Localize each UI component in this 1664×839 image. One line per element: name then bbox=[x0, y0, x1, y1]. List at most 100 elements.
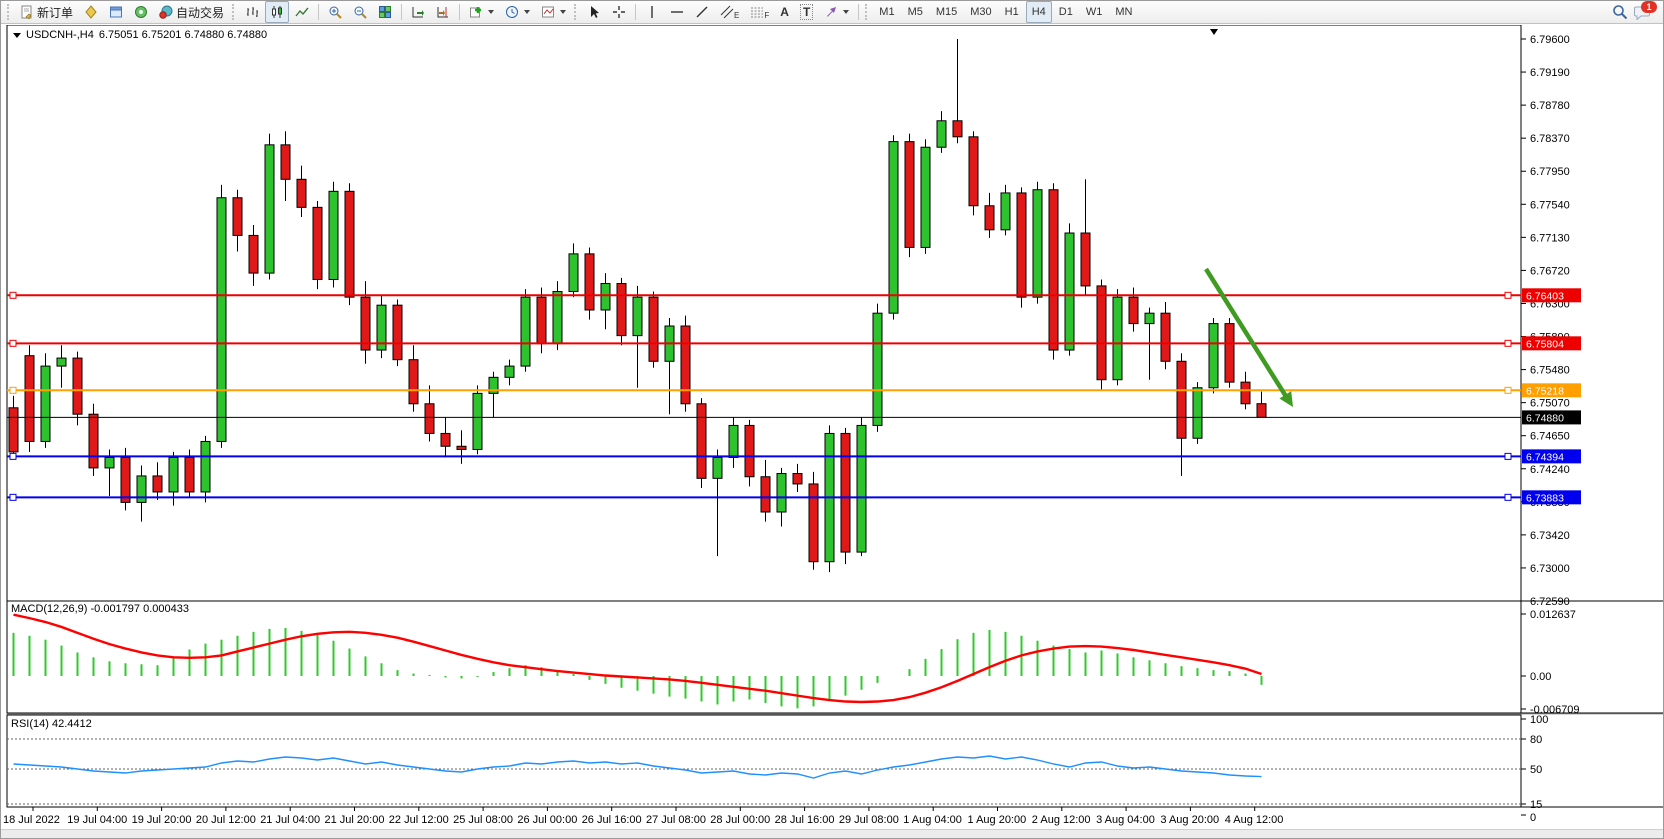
market-watch-button[interactable] bbox=[79, 1, 103, 23]
resistance-line-2[interactable]: 6.75804 bbox=[7, 336, 1581, 351]
price-tick-label: 6.74650 bbox=[1530, 431, 1570, 443]
price-axis[interactable]: 6.79600 6.79190 6.78780 6.78370 6.77950 6.775… bbox=[7, 34, 1580, 824]
candle bbox=[408, 359, 419, 405]
candle bbox=[1064, 232, 1075, 351]
candle bbox=[312, 206, 323, 281]
main-toolbar: 新订单 自动交易 bbox=[1, 1, 1663, 24]
tile-windows-button[interactable] bbox=[373, 1, 397, 23]
chart-shift-marker-icon[interactable] bbox=[1210, 29, 1218, 35]
toolbar-grip[interactable] bbox=[232, 4, 237, 20]
price-tick-label: 6.75480 bbox=[1530, 365, 1570, 377]
toolbar-grip[interactable] bbox=[865, 4, 870, 20]
price-chart-canvas[interactable]: 6.79600 6.79190 6.78780 6.78370 6.77950 6.775… bbox=[1, 25, 1664, 839]
autotrading-label: 自动交易 bbox=[176, 5, 225, 20]
timeframe-m5-button[interactable]: M5 bbox=[907, 6, 923, 18]
price-label-text: 6.74394 bbox=[1526, 451, 1564, 463]
support-line-1[interactable]: 6.74394 bbox=[7, 449, 1581, 464]
vertical-line-icon bbox=[651, 6, 653, 18]
chart-title[interactable]: USDCNH-,H4 6.75051 6.75201 6.74880 6.748… bbox=[13, 29, 267, 41]
candle bbox=[1176, 360, 1187, 439]
periods-button[interactable] bbox=[500, 1, 535, 23]
auto-scroll-button[interactable] bbox=[406, 1, 430, 23]
candle bbox=[1032, 189, 1043, 298]
timeframe-m30-button[interactable]: M30 bbox=[970, 6, 992, 18]
crosshair-button[interactable] bbox=[607, 1, 631, 23]
bar-chart-button[interactable] bbox=[240, 1, 264, 23]
text-tool-button[interactable]: A bbox=[775, 1, 794, 23]
toolbar-separator bbox=[635, 4, 637, 20]
trendline-button[interactable] bbox=[690, 1, 714, 23]
chart-shift-icon bbox=[437, 7, 449, 18]
price-label-text: 6.74880 bbox=[1526, 412, 1564, 424]
navigator-icon bbox=[135, 6, 148, 18]
price-tick-label: 6.78780 bbox=[1530, 100, 1570, 112]
timeframe-w1-button[interactable]: W1 bbox=[1085, 6, 1103, 18]
fibonacci-button[interactable]: F bbox=[745, 1, 774, 23]
chart-shift-button[interactable] bbox=[431, 1, 455, 23]
vertical-line-button[interactable] bbox=[640, 1, 664, 23]
arrows-tool-button[interactable] bbox=[819, 1, 854, 23]
candlesticks bbox=[8, 39, 1267, 573]
timeframe-h4-button[interactable]: H4 bbox=[1025, 1, 1052, 23]
equidistant-channel-button[interactable]: E bbox=[715, 1, 744, 23]
new-order-button[interactable]: 新订单 bbox=[15, 1, 78, 23]
candle bbox=[168, 456, 179, 493]
candlestick-chart-button[interactable] bbox=[265, 1, 290, 23]
time-tick-label: 26 Jul 00:00 bbox=[517, 814, 577, 826]
auto-scroll-icon bbox=[412, 7, 425, 18]
add-indicator-icon bbox=[470, 7, 482, 18]
candle bbox=[200, 440, 211, 493]
resistance-line-1[interactable]: 6.76403 bbox=[7, 288, 1581, 303]
toolbar-grip[interactable] bbox=[7, 4, 12, 20]
timeframe-mn-button[interactable]: MN bbox=[1115, 6, 1133, 18]
price-label-text: 6.75218 bbox=[1526, 385, 1564, 397]
chart-dropdown-icon[interactable] bbox=[13, 33, 21, 38]
time-tick-label: 28 Jul 00:00 bbox=[710, 814, 770, 826]
toolbar-grip[interactable] bbox=[574, 4, 579, 20]
time-tick-label: 28 Jul 16:00 bbox=[775, 814, 835, 826]
zoom-out-icon bbox=[354, 6, 367, 19]
candle bbox=[600, 283, 611, 311]
zoom-out-button[interactable] bbox=[348, 1, 372, 23]
template-icon bbox=[542, 6, 555, 18]
cursor-button[interactable] bbox=[582, 1, 606, 23]
candle bbox=[1144, 312, 1155, 325]
autotrading-button[interactable]: 自动交易 bbox=[154, 1, 229, 23]
price-tick-label: 6.78370 bbox=[1530, 133, 1570, 145]
current-price-line[interactable]: 6.74880 bbox=[7, 410, 1581, 425]
zoom-in-button[interactable] bbox=[323, 1, 347, 23]
candle bbox=[936, 120, 947, 148]
macd-signal-line bbox=[13, 613, 1262, 704]
timeframe-h1-button[interactable]: H1 bbox=[1004, 6, 1019, 18]
candle bbox=[1096, 285, 1107, 381]
annotation-arrow[interactable] bbox=[1204, 267, 1293, 407]
timeframe-d1-button[interactable]: D1 bbox=[1058, 6, 1073, 18]
candle bbox=[1080, 232, 1091, 287]
indicators-button[interactable] bbox=[464, 1, 499, 23]
text-label-tool-button[interactable]: T bbox=[795, 1, 818, 23]
candle bbox=[24, 355, 35, 442]
templates-button[interactable] bbox=[536, 1, 571, 23]
support-line-2[interactable]: 6.73883 bbox=[7, 490, 1581, 505]
candle bbox=[72, 357, 83, 415]
data-window-button[interactable] bbox=[104, 1, 128, 23]
time-tick-label: 3 Aug 04:00 bbox=[1096, 814, 1155, 826]
price-tick-label: 6.77540 bbox=[1530, 199, 1570, 211]
timeframe-m15-button[interactable]: M15 bbox=[935, 6, 958, 18]
candle bbox=[584, 253, 595, 311]
candle bbox=[616, 283, 627, 337]
navigator-button[interactable] bbox=[129, 1, 153, 23]
time-tick-label: 2 Aug 12:00 bbox=[1032, 814, 1091, 826]
time-axis[interactable]: 18 Jul 2022 19 Jul 04:00 19 Jul 20:00 20 Ju… bbox=[3, 807, 1283, 826]
candle bbox=[568, 253, 579, 293]
rsi-indicator-label: RSI(14) 42.4412 bbox=[11, 718, 92, 730]
timeframe-m1-button[interactable]: M1 bbox=[879, 6, 895, 18]
candle bbox=[424, 403, 435, 434]
pivot-line[interactable]: 6.75218 bbox=[7, 383, 1581, 398]
search-icon[interactable] bbox=[1612, 4, 1628, 20]
horizontal-line-button[interactable] bbox=[665, 1, 689, 23]
chat-button[interactable]: 1 bbox=[1634, 1, 1657, 20]
line-chart-button[interactable] bbox=[290, 1, 314, 23]
candle bbox=[360, 296, 371, 351]
rsi-tick-label: 50 bbox=[1530, 764, 1542, 776]
